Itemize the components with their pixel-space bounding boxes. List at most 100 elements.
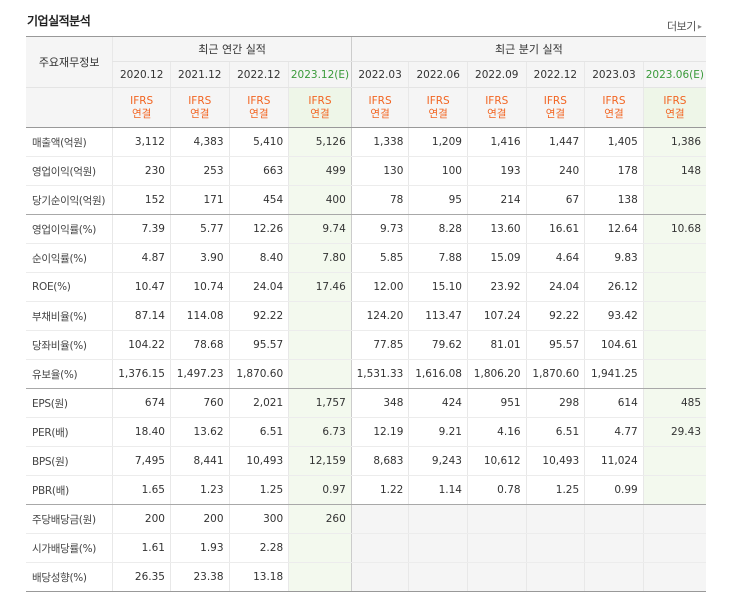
period-header: 2023.03 xyxy=(584,61,644,88)
row-label: BPS(원) xyxy=(26,446,113,476)
table-cell xyxy=(642,185,706,215)
table-row: 주당배당금(원) 200 200 300 260 xyxy=(26,504,706,534)
row-label: 당좌비율(%) xyxy=(26,330,113,360)
table-row: ROE(%) 10.47 10.74 24.04 17.46 12.00 15.10 23.9… xyxy=(26,272,706,302)
row-label: EPS(원) xyxy=(26,388,113,418)
row-label: 부채비율(%) xyxy=(26,301,113,331)
period-header: 2022.03 xyxy=(350,61,409,88)
table-cell: 67 xyxy=(525,185,585,215)
table-cell: 6.73 xyxy=(288,417,352,447)
table-cell: 124.20 xyxy=(350,301,409,331)
table-cell: 5.85 xyxy=(350,243,409,273)
table-cell: 260 xyxy=(288,504,352,534)
table-cell: 1,806.20 xyxy=(466,359,527,389)
table-cell: 12.64 xyxy=(584,214,644,244)
basis-consolidation: 연결 xyxy=(487,107,507,120)
table-row: 순이익률(%) 4.87 3.90 8.40 7.80 5.85 7.88 15.09 4.64… xyxy=(26,243,706,273)
table-cell: 95.57 xyxy=(228,330,289,360)
table-row: PER(배) 18.40 13.62 6.51 6.73 12.19 9.21 4.16 6.5… xyxy=(26,417,706,447)
basis-consolidation: 연결 xyxy=(190,107,210,120)
basis-header: IFRS 연결 xyxy=(112,87,171,128)
table-cell: 3.90 xyxy=(169,243,230,273)
table-cell: 7.39 xyxy=(112,214,171,244)
table-row: 배당성향(%) 26.35 23.38 13.18 xyxy=(26,562,706,592)
table-cell xyxy=(288,533,352,563)
table-cell: 1,447 xyxy=(525,127,585,157)
table-cell: 1,386 xyxy=(642,127,706,157)
table-cell: 79.62 xyxy=(408,330,468,360)
basis-header: IFRS 연결 xyxy=(584,87,644,128)
row-label: PER(배) xyxy=(26,417,113,447)
basis-header: IFRS 연결 xyxy=(228,87,289,128)
table-cell: 485 xyxy=(642,388,706,418)
table-cell: 1.23 xyxy=(169,475,230,505)
table-cell: 4,383 xyxy=(169,127,230,157)
basis-label-spacer xyxy=(26,87,113,128)
table-cell: 1,416 xyxy=(466,127,527,157)
table-cell: 12.00 xyxy=(350,272,409,302)
table-cell: 7.80 xyxy=(288,243,352,273)
table-cell: 1.65 xyxy=(112,475,171,505)
table-cell xyxy=(525,562,585,592)
table-cell: 424 xyxy=(408,388,468,418)
table-cell: 5,126 xyxy=(288,127,352,157)
table-cell: 1,497.23 xyxy=(169,359,230,389)
basis-header: IFRS 연결 xyxy=(408,87,468,128)
period-header: 2021.12 xyxy=(169,61,230,88)
table-cell: 5.77 xyxy=(169,214,230,244)
basis-consolidation: 연결 xyxy=(604,107,624,120)
table-cell: 8,683 xyxy=(350,446,409,476)
table-cell: 9.83 xyxy=(584,243,644,273)
row-label: 유보율(%) xyxy=(26,359,113,389)
table-cell: 13.18 xyxy=(228,562,289,592)
basis-consolidation: 연결 xyxy=(310,107,330,120)
table-cell: 24.04 xyxy=(228,272,289,302)
table-cell: 0.99 xyxy=(584,475,644,505)
basis-standard: IFRS xyxy=(543,94,567,107)
table-cell: 92.22 xyxy=(525,301,585,331)
table-cell: 13.62 xyxy=(169,417,230,447)
table-cell xyxy=(642,272,706,302)
table-cell: 12,159 xyxy=(288,446,352,476)
table-row: BPS(원) 7,495 8,441 10,493 12,159 8,683 9,243 10… xyxy=(26,446,706,476)
basis-consolidation: 연결 xyxy=(428,107,448,120)
table-cell: 499 xyxy=(288,156,352,186)
table-cell: 8.40 xyxy=(228,243,289,273)
table-cell xyxy=(642,504,706,534)
table-cell: 5,410 xyxy=(228,127,289,157)
table-cell xyxy=(642,562,706,592)
more-link[interactable]: 더보기 ▸ xyxy=(667,18,702,34)
row-label: PBR(배) xyxy=(26,475,113,505)
table-cell: 4.64 xyxy=(525,243,585,273)
table-row: EPS(원) 674 760 2,021 1,757 348 424 951 298 614 485 xyxy=(26,388,706,418)
table-cell xyxy=(288,562,352,592)
table-cell: 100 xyxy=(408,156,468,186)
table-cell: 92.22 xyxy=(228,301,289,331)
table-cell: 107.24 xyxy=(466,301,527,331)
table-cell: 12.19 xyxy=(350,417,409,447)
table-row: 당기순이익(억원) 152 171 454 400 78 95 214 67 138 xyxy=(26,185,706,215)
table-cell: 16.61 xyxy=(525,214,585,244)
row-label: 순이익률(%) xyxy=(26,243,113,273)
table-cell: 1.61 xyxy=(112,533,171,563)
basis-header: IFRS 연결 xyxy=(350,87,409,128)
table-cell: 7,495 xyxy=(112,446,171,476)
table-cell: 1.22 xyxy=(350,475,409,505)
row-header-label: 주요재무정보 xyxy=(26,36,113,88)
table-cell: 674 xyxy=(112,388,171,418)
table-row: 영업이익률(%) 7.39 5.77 12.26 9.74 9.73 8.28 13.60 16… xyxy=(26,214,706,244)
table-cell: 298 xyxy=(525,388,585,418)
table-cell: 24.04 xyxy=(525,272,585,302)
table-cell: 95 xyxy=(408,185,468,215)
period-header: 2022.09 xyxy=(466,61,527,88)
table-cell: 18.40 xyxy=(112,417,171,447)
table-cell: 1,405 xyxy=(584,127,644,157)
table-cell: 77.85 xyxy=(350,330,409,360)
table-cell: 614 xyxy=(584,388,644,418)
row-label: ROE(%) xyxy=(26,272,113,302)
table-cell: 1,870.60 xyxy=(228,359,289,389)
table-cell: 81.01 xyxy=(466,330,527,360)
basis-standard: IFRS xyxy=(247,94,271,107)
table-cell: 0.78 xyxy=(466,475,527,505)
quarter-group-header: 최근 분기 실적 xyxy=(350,36,706,62)
